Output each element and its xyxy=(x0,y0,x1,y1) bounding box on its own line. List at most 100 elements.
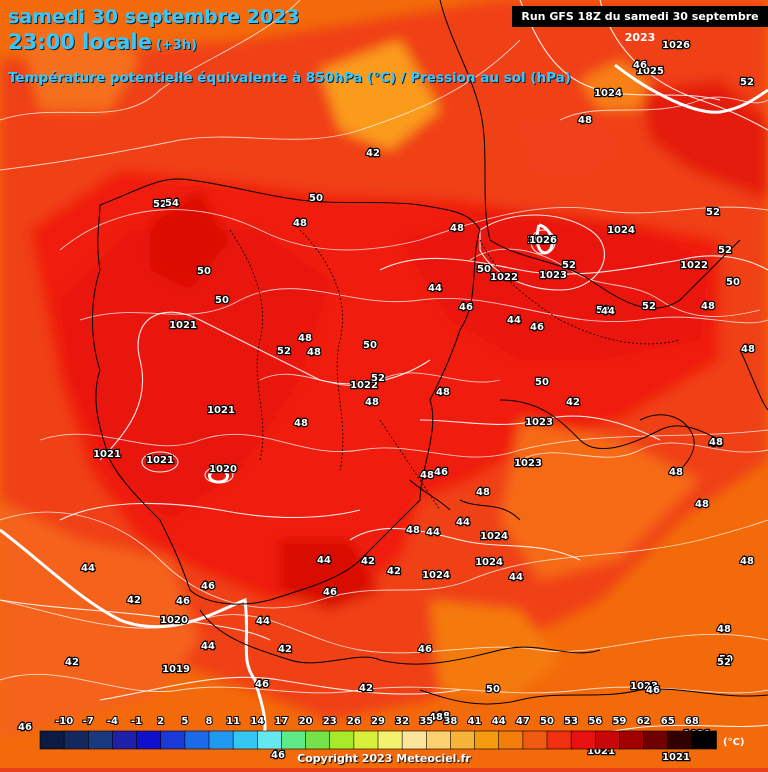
colorbar-tick-label: -4 xyxy=(107,716,118,727)
thetae-label: 46 xyxy=(418,644,432,655)
thetae-label: 52 xyxy=(642,301,656,312)
colorbar-swatch xyxy=(402,731,427,749)
thetae-label: 48 xyxy=(669,467,683,478)
thetae-label: 48 xyxy=(578,115,592,126)
pressure-label: 1023 xyxy=(539,270,567,281)
colorbar-tick-label: 56 xyxy=(588,716,602,727)
thetae-label: 46 xyxy=(530,322,544,333)
thetae-label: 46 xyxy=(646,685,660,696)
colorbar-tick-label: 26 xyxy=(347,716,361,727)
thetae-label: 44 xyxy=(509,572,523,583)
colorbar-tick-label: -1 xyxy=(131,716,142,727)
thetae-label: 42 xyxy=(366,148,380,159)
thetae-label: 44 xyxy=(428,283,442,294)
pressure-label: 1024 xyxy=(607,225,635,236)
thetae-label: 42 xyxy=(361,556,375,567)
pressure-label: 1026 xyxy=(529,235,557,246)
colorbar-swatch xyxy=(88,731,113,749)
colorbar-swatch xyxy=(499,731,524,749)
colorbar-swatch xyxy=(619,731,644,749)
thetae-label: 48 xyxy=(307,347,321,358)
thetae-label: 44 xyxy=(601,306,615,317)
thetae-label: 50 xyxy=(197,266,211,277)
thetae-label: 48 xyxy=(450,223,464,234)
colorbar-swatch xyxy=(137,731,162,749)
colorbar-swatch xyxy=(257,731,282,749)
thetae-label: 46 xyxy=(323,587,337,598)
colorbar-swatch xyxy=(692,731,717,749)
pressure-label: 1021 xyxy=(169,320,197,331)
thetae-label: 44 xyxy=(317,555,331,566)
colorbar-tick-label: 32 xyxy=(395,716,409,727)
pressure-label: 1023 xyxy=(525,417,553,428)
pressure-label: 1024 xyxy=(594,88,622,99)
colorbar-swatch xyxy=(306,731,331,749)
colorbar-swatch xyxy=(161,731,186,749)
thetae-label: 44 xyxy=(456,517,470,528)
thetae-label: 42 xyxy=(359,683,373,694)
colorbar-swatch xyxy=(426,731,451,749)
thetae-label: 46 xyxy=(633,60,647,71)
colorbar-tick-label: 41 xyxy=(468,716,482,727)
thetae-label: 42 xyxy=(387,566,401,577)
colorbar-tick-label: 2 xyxy=(157,716,164,727)
pressure-label: 1022 xyxy=(490,272,518,283)
colorbar-swatch xyxy=(330,731,355,749)
colorbar-tick-label: 23 xyxy=(323,716,337,727)
thetae-label: 46 xyxy=(201,581,215,592)
colorbar-tick-label: 68 xyxy=(685,716,699,727)
pressure-label: 1024 xyxy=(475,557,503,568)
colorbar-swatch xyxy=(547,731,572,749)
colorbar-swatch xyxy=(112,731,137,749)
pressure-label: 1022 xyxy=(680,260,708,271)
thetae-label: 46 xyxy=(459,302,473,313)
parameter-title: Température potentielle équivalente à 85… xyxy=(8,70,571,86)
time-offset: (+3h) xyxy=(156,38,197,53)
thetae-label: 52 xyxy=(740,77,754,88)
colorbar-tick-label: 5 xyxy=(181,716,188,727)
colorbar-tick-label: 8 xyxy=(206,716,213,727)
pressure-label: 1024 xyxy=(480,531,508,542)
thetae-label: 48 xyxy=(365,397,379,408)
colorbar-tick-label: 29 xyxy=(371,716,385,727)
thetae-label: 54 xyxy=(165,198,179,209)
thetae-label: 52 xyxy=(706,207,720,218)
thetae-label: 50 xyxy=(309,193,323,204)
thetae-label: 42 xyxy=(65,657,79,668)
thetae-label: 52 xyxy=(718,245,732,256)
pressure-label: 1021 xyxy=(93,449,121,460)
colorbar-swatch xyxy=(475,731,500,749)
time-label: 23:00 locale xyxy=(8,30,152,54)
colorbar-tick-label: 47 xyxy=(516,716,530,727)
thetae-label: 42 xyxy=(278,644,292,655)
thetae-label: 44 xyxy=(81,563,95,574)
thetae-label: 46 xyxy=(434,467,448,478)
colorbar-tick-label: 35 xyxy=(419,716,433,727)
thetae-label: 44 xyxy=(256,616,270,627)
colorbar-tick-label: 65 xyxy=(661,716,675,727)
colorbar-tick-label: 44 xyxy=(492,716,506,727)
thetae-label: 48 xyxy=(701,301,715,312)
colorbar-tick-label: 38 xyxy=(443,716,457,727)
colorbar-swatch xyxy=(40,731,65,749)
colorbar-swatch xyxy=(64,731,89,749)
thetae-label: 48 xyxy=(436,387,450,398)
colorbar-tick-label: -10 xyxy=(55,716,73,727)
title-date: samedi 30 septembre 2023 xyxy=(8,6,300,28)
thetae-label: 52 xyxy=(277,346,291,357)
colorbar-swatch xyxy=(571,731,596,749)
colorbar-tick-label: 62 xyxy=(637,716,651,727)
pressure-label: 1024 xyxy=(422,570,450,581)
colorbar-tick-label: 14 xyxy=(250,716,264,727)
colorbar-unit: (°C) xyxy=(723,737,744,748)
colorbar-tick-label: 50 xyxy=(540,716,554,727)
thetae-label: 48 xyxy=(298,333,312,344)
colorbar-tick-label: 53 xyxy=(564,716,578,727)
colorbar-swatch xyxy=(450,731,475,749)
thetae-label: 48 xyxy=(717,624,731,635)
copyright-notice: Copyright 2023 Meteociel.fr xyxy=(0,752,768,765)
thetae-label: 48 xyxy=(741,344,755,355)
thetae-label: 52 xyxy=(562,260,576,271)
